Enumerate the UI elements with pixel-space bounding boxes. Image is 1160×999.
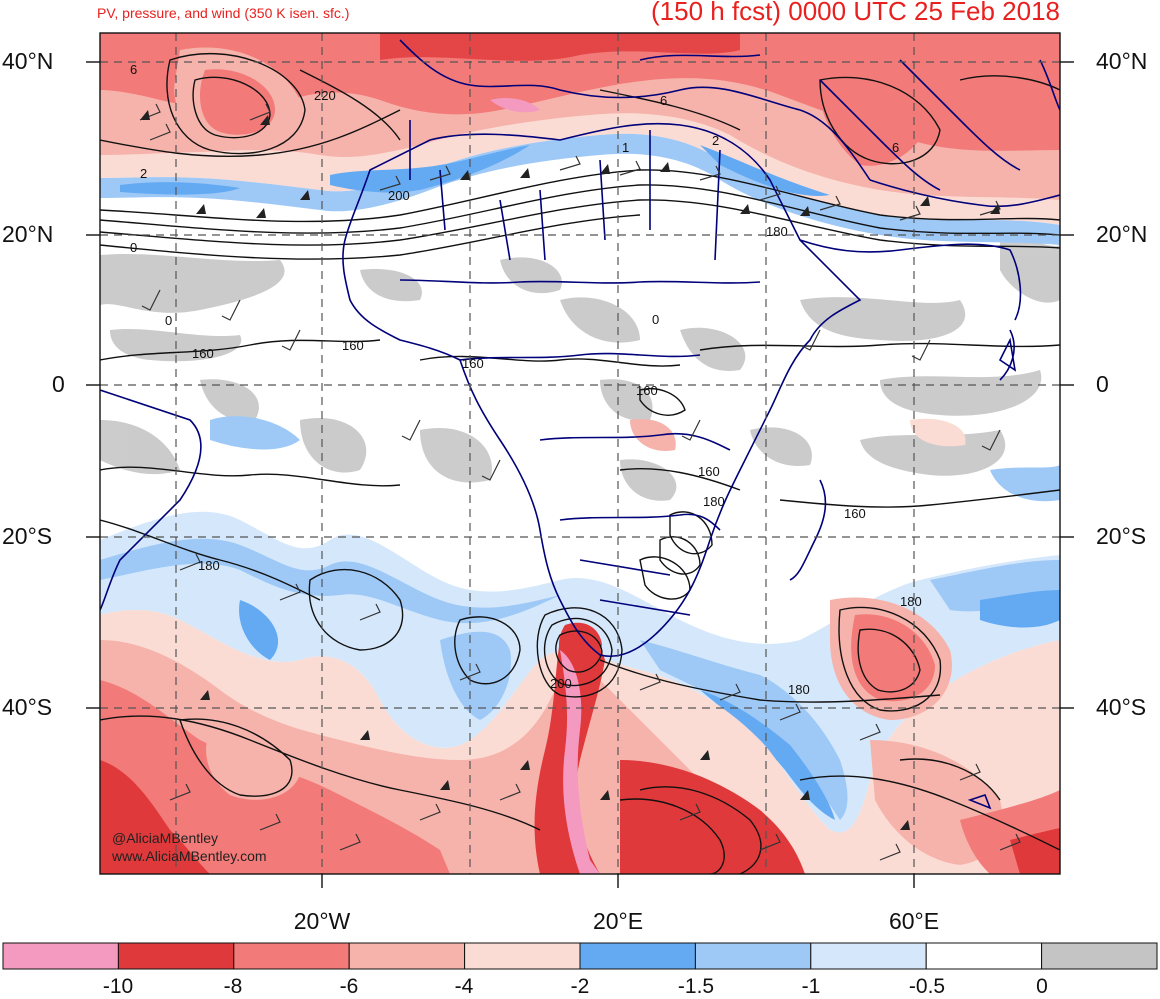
contour-label: 160	[844, 506, 866, 521]
contour-label: 180	[703, 494, 725, 509]
colorbar-swatch	[2, 942, 119, 970]
colorbar-swatch	[694, 942, 812, 970]
colorbar-swatch	[348, 942, 466, 970]
lat-label-right: 20°N	[1096, 221, 1148, 247]
colorbar-swatch	[810, 942, 927, 970]
contour-label: 160	[192, 346, 214, 361]
colorbar-swatch	[233, 942, 350, 970]
gray-shading	[100, 238, 1060, 501]
contour-label: 180	[198, 558, 220, 573]
colorbar-swatch	[579, 942, 696, 970]
contour-label: 200	[388, 188, 410, 203]
contour-label: 2	[712, 133, 719, 148]
contour-label: 0	[165, 313, 172, 328]
forecast-title: (150 h fcst) 0000 UTC 25 Feb 2018	[650, 0, 1060, 26]
contour-label: 2	[140, 166, 147, 181]
colorbar-swatch	[925, 942, 1043, 970]
contour-label: 160	[342, 338, 364, 353]
pressure-contours	[100, 52, 1060, 874]
colorbar-label: -6	[339, 975, 359, 998]
lat-label-right: 20°S	[1096, 523, 1147, 549]
colorbar-swatch	[464, 942, 581, 970]
contour-label: 180	[788, 682, 810, 697]
contour-label: 0	[130, 240, 137, 255]
credit-site: www.AliciaMBentley.com	[112, 848, 267, 864]
colorbar-label: -8	[223, 975, 243, 998]
colorbar-label: -10	[102, 975, 134, 998]
colorbar-label: 0	[1036, 975, 1048, 998]
contour-label: 160	[636, 383, 658, 398]
lat-label-left: 20°N	[2, 221, 54, 247]
credit-handle: @AliciaMBentley	[112, 830, 219, 846]
contour-label: 1	[622, 140, 629, 155]
lat-label-left: 40°N	[2, 48, 54, 74]
contour-label: 160	[698, 464, 720, 479]
contour-label: 180	[766, 224, 788, 239]
map-frame	[99, 32, 1061, 875]
lat-lon-grid	[100, 33, 1060, 874]
colorbar-label: -2	[570, 975, 590, 998]
lat-label-left: 0	[52, 371, 65, 397]
colorbar-label: -4	[454, 975, 474, 998]
contour-label: 6	[892, 140, 899, 155]
contour-label: 220	[314, 88, 336, 103]
contour-label: 0	[652, 312, 659, 327]
wind-barbs	[139, 103, 1021, 861]
field-title: PV, pressure, and wind (350 K isen. sfc.…	[97, 5, 350, 21]
lat-label-left: 40°S	[2, 694, 53, 720]
coastlines	[100, 39, 1060, 810]
lat-label-right: 40°S	[1096, 694, 1147, 720]
lat-label-left: 20°S	[2, 523, 53, 549]
contour-label: 200	[550, 676, 572, 691]
axis-ticks	[86, 61, 1074, 888]
lat-label-right: 0	[1096, 371, 1109, 397]
colorbar-label: -0.5	[908, 975, 946, 998]
colorbar-label: -1	[801, 975, 821, 998]
contour-label: 180	[900, 594, 922, 609]
colorbar-label: -1.5	[677, 975, 715, 998]
contour-label: 6	[130, 62, 137, 77]
colorbar-swatch	[117, 942, 235, 970]
lat-label-right: 40°N	[1096, 48, 1148, 74]
contour-label: 160	[462, 356, 484, 371]
contour-labels: 6 220 2 200 0 0 160 160 160 160 160 180 …	[130, 62, 922, 697]
lon-label: 20°W	[293, 908, 351, 934]
lon-label: 60°E	[888, 908, 940, 934]
lon-label: 20°E	[592, 908, 644, 934]
contour-label: 6	[660, 93, 667, 108]
colorbar-swatch	[1041, 942, 1158, 970]
